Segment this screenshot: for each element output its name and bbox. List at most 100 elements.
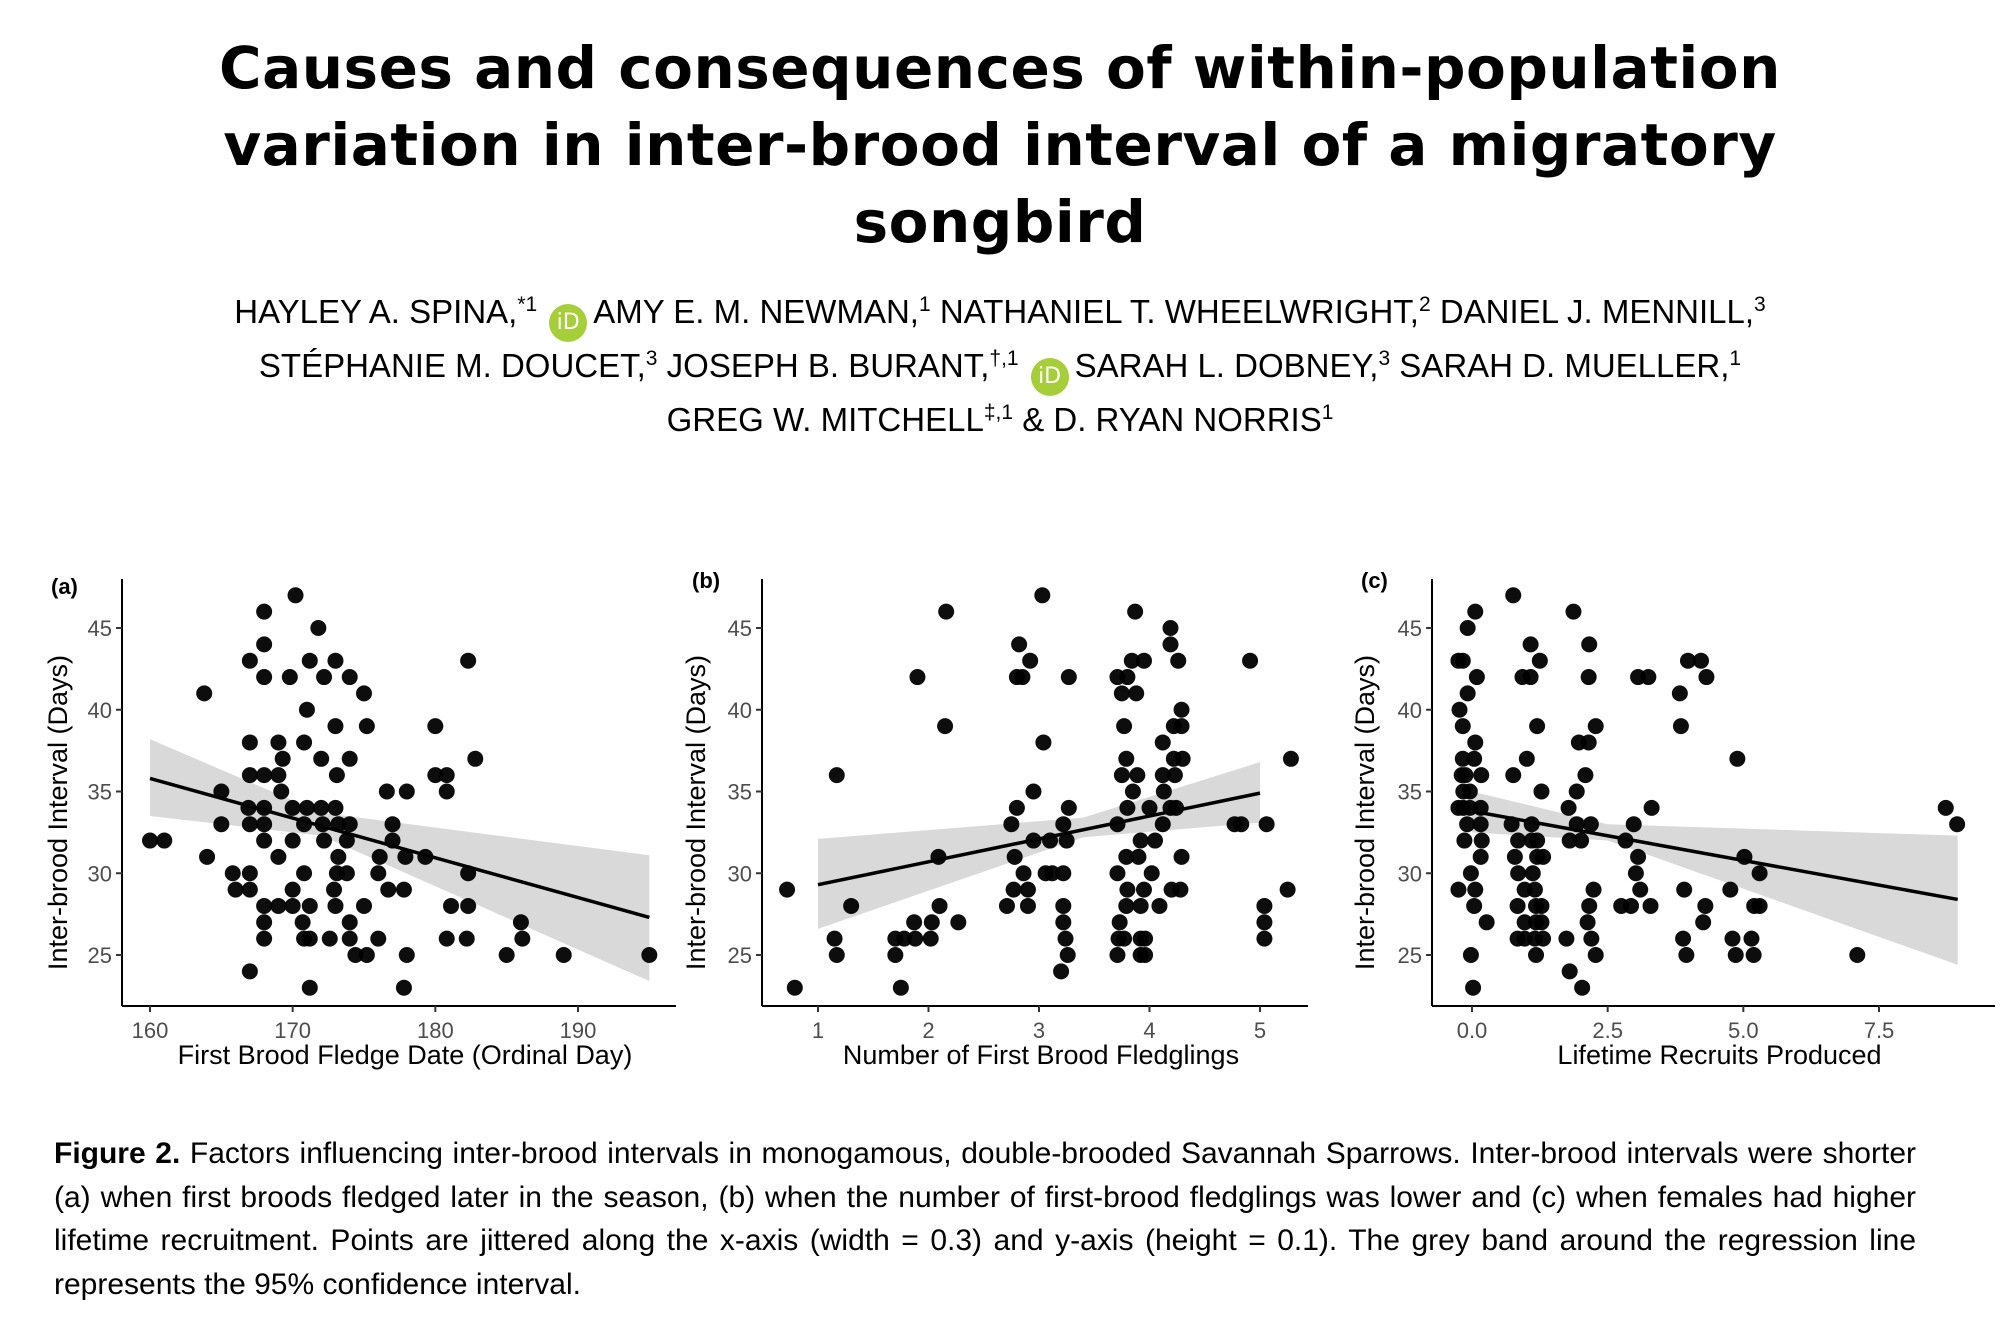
x-tick-label: 170 (274, 1018, 311, 1043)
data-point (1751, 865, 1768, 882)
data-point (316, 832, 333, 849)
x-tick-label: 2.5 (1592, 1018, 1623, 1043)
data-point (1060, 799, 1077, 816)
data-point (1522, 669, 1539, 686)
data-point (281, 669, 298, 686)
data-point (998, 897, 1015, 914)
data-point (1561, 963, 1578, 980)
data-point (316, 669, 333, 686)
data-point (294, 914, 311, 931)
x-tick-label: 0.0 (1457, 1018, 1488, 1043)
data-point (1137, 947, 1154, 963)
data-point (1011, 636, 1028, 653)
data-point (1060, 669, 1077, 686)
data-point (1937, 799, 1954, 816)
affiliation-marker: 1 (1729, 347, 1742, 370)
x-tick-label: 5.0 (1728, 1018, 1759, 1043)
data-point (1256, 897, 1273, 914)
data-point (327, 652, 344, 669)
data-point (256, 897, 273, 914)
y-tick-label: 25 (728, 943, 752, 968)
data-point (1587, 947, 1604, 963)
data-point (1466, 897, 1483, 914)
author-name: HAYLEY A. SPINA, (234, 293, 518, 330)
data-point (1173, 701, 1190, 718)
paper-title: Causes and consequences of within-popula… (0, 30, 2000, 261)
data-point (1528, 947, 1545, 963)
data-point (156, 832, 173, 849)
data-point (371, 848, 388, 865)
data-point (256, 930, 273, 947)
data-point (1118, 897, 1135, 914)
data-point (1454, 750, 1471, 767)
data-point (1454, 652, 1471, 669)
data-point (1676, 881, 1693, 898)
data-point (327, 718, 344, 735)
data-point (296, 865, 313, 882)
data-point (1630, 848, 1647, 865)
data-point (227, 881, 244, 898)
data-point (1135, 652, 1152, 669)
data-point (1729, 750, 1746, 767)
affiliation-marker: ‡,1 (983, 401, 1014, 424)
data-point (1516, 914, 1533, 931)
data-point (896, 930, 913, 947)
data-point (1025, 783, 1042, 800)
data-point (1693, 652, 1710, 669)
data-point (301, 652, 318, 669)
panel-label: (b) (692, 568, 720, 593)
data-point (1580, 734, 1597, 751)
data-point (1627, 865, 1644, 882)
data-point (1147, 832, 1164, 849)
data-point (330, 848, 347, 865)
orcid-icon[interactable]: iD (549, 304, 588, 342)
data-point (1459, 620, 1476, 636)
affiliation-marker: *1 (517, 293, 538, 316)
x-tick-label: 2 (922, 1018, 934, 1043)
data-point (1679, 652, 1696, 669)
author-name: SARAH D. MUELLER, (1399, 347, 1730, 384)
data-point (1055, 865, 1072, 882)
data-point (356, 897, 372, 914)
data-point (1116, 930, 1133, 947)
data-point (256, 669, 273, 686)
data-point (1057, 930, 1074, 947)
data-point (358, 947, 375, 963)
data-point (1579, 914, 1596, 931)
panel-label: (c) (1361, 568, 1388, 593)
data-point (1587, 718, 1604, 735)
data-point (1132, 832, 1149, 849)
data-point (1473, 767, 1490, 784)
data-point (1058, 832, 1075, 849)
data-point (1558, 930, 1575, 947)
data-point (241, 652, 258, 669)
y-tick-label: 40 (728, 698, 752, 723)
data-point (1162, 636, 1179, 653)
data-point (1642, 897, 1659, 914)
data-point (1109, 865, 1126, 882)
data-point (1697, 897, 1714, 914)
data-point (1625, 816, 1642, 833)
data-point (438, 767, 455, 784)
data-point (398, 783, 415, 800)
data-point (443, 897, 460, 914)
data-point (1282, 750, 1299, 767)
data-point (1233, 816, 1250, 833)
data-point (1005, 881, 1022, 898)
data-point (1155, 783, 1172, 800)
data-point (1256, 930, 1273, 947)
data-point (224, 865, 241, 882)
data-point (1672, 718, 1689, 735)
y-axis-label: Inter-brood Interval (Days) (1350, 655, 1380, 970)
data-point (1529, 718, 1546, 735)
data-point (1055, 816, 1072, 833)
data-point (1173, 718, 1190, 735)
data-point (270, 897, 287, 914)
data-point (1127, 603, 1144, 620)
orcid-icon[interactable]: iD (1030, 358, 1069, 396)
panel-label: (a) (51, 574, 78, 599)
data-point (1059, 947, 1076, 963)
data-point (341, 816, 358, 833)
data-point (1006, 848, 1023, 865)
data-point (1461, 783, 1478, 800)
